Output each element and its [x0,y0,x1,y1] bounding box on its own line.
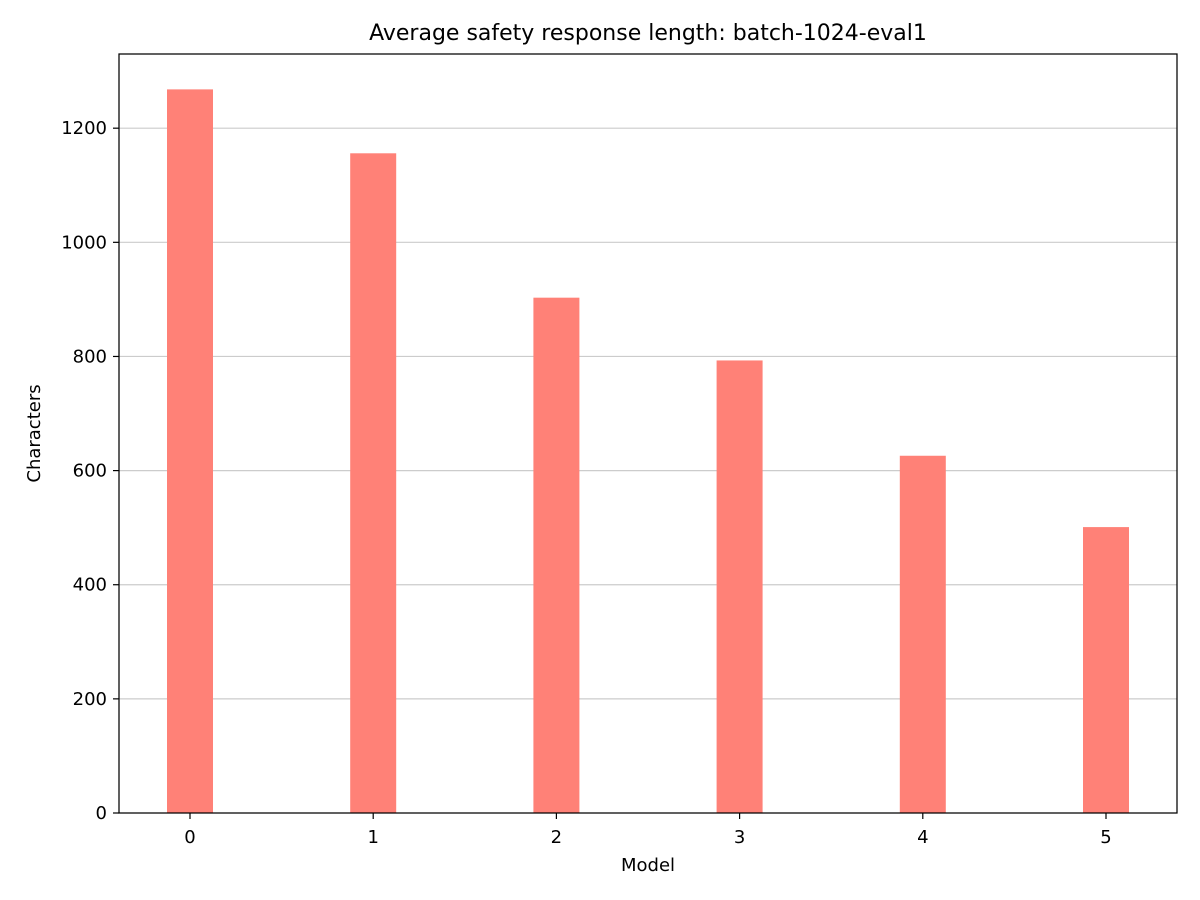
y-tick-label: 200 [73,689,107,710]
grid-lines [119,127,1177,700]
x-tick-label: 5 [1100,827,1111,848]
y-tick-label: 400 [73,575,107,596]
x-tick-label: 1 [367,827,378,848]
bar-model-2 [533,297,580,813]
y-axis-title: Characters [24,384,45,482]
y-tick-label: 1200 [61,118,107,139]
x-tick-label: 2 [551,827,562,848]
y-tick-label: 600 [73,461,107,482]
x-axis-ticks: 0 1 2 3 4 5 [184,813,1112,848]
bar-model-1 [350,153,397,814]
y-tick-label: 0 [96,803,107,824]
y-tick-label: 800 [73,346,107,367]
bar-model-4 [899,455,946,813]
x-tick-label: 3 [734,827,745,848]
bar-model-5 [1083,527,1129,813]
bar-model-0 [167,89,213,813]
bar-model-3 [716,360,763,813]
x-axis-title: Model [621,855,675,876]
y-axis-ticks: 0 200 400 600 800 1000 1200 [61,118,119,824]
plot-frame [118,53,1178,814]
x-tick-label: 0 [184,827,195,848]
chart-title: Average safety response length: batch-10… [369,21,927,46]
bars [167,89,1129,814]
x-tick-label: 4 [917,827,928,848]
y-tick-label: 1000 [61,232,107,253]
